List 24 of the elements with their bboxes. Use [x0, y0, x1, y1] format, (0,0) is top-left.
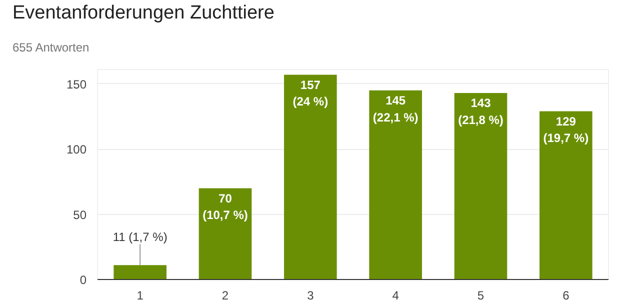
chart-title: Eventanforderungen Zuchttiere — [12, 2, 274, 24]
data-label: 129 (19,7 %) — [543, 114, 589, 146]
x-tick-label: 4 — [392, 288, 400, 302]
y-tick-label: 0 — [80, 273, 87, 287]
y-tick-label: 100 — [66, 142, 87, 157]
bar — [198, 188, 252, 280]
x-tick-label: 2 — [222, 288, 229, 302]
bar — [454, 92, 508, 280]
x-tick-label: 3 — [307, 288, 314, 302]
data-label: 145 (22,1 %) — [372, 94, 418, 124]
chart-subtitle: 655 Antworten — [12, 40, 90, 54]
bar — [114, 265, 166, 280]
bar — [369, 90, 422, 280]
data-label: 11 (1,7 %) — [112, 230, 168, 244]
data-label: 70 (10,7 %) — [202, 191, 248, 222]
y-tick-label: 50 — [73, 208, 87, 222]
x-tick-label: 5 — [477, 288, 484, 302]
x-tick-label: 1 — [136, 288, 144, 302]
bar — [284, 74, 337, 280]
data-label: 157 (24 %) — [292, 78, 328, 109]
data-label: 143 (21,8 %) — [458, 96, 504, 127]
y-tick-label: 150 — [66, 77, 87, 92]
bar — [540, 111, 592, 280]
x-tick-label: 6 — [562, 288, 570, 302]
